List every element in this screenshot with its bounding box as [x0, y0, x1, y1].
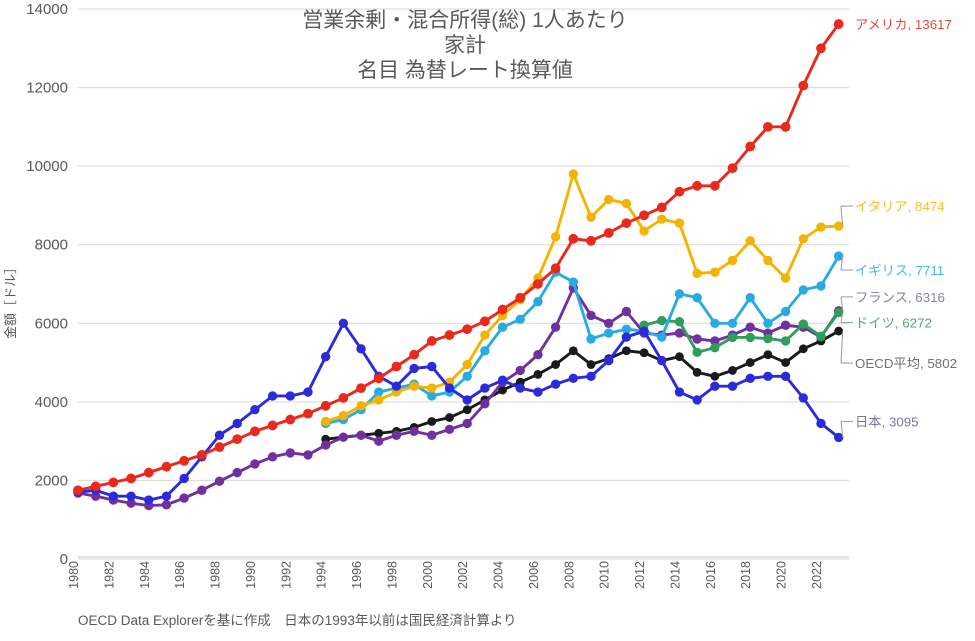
svg-text:1984: 1984: [138, 561, 152, 589]
svg-text:1998: 1998: [385, 561, 399, 589]
svg-text:2002: 2002: [456, 561, 470, 589]
svg-text:日本, 3095: 日本, 3095: [855, 414, 919, 429]
svg-text:1992: 1992: [279, 561, 293, 589]
svg-text:10000: 10000: [26, 158, 68, 175]
svg-text:金額［ドル］: 金額［ドル］: [3, 261, 18, 339]
svg-text:4000: 4000: [35, 394, 68, 411]
svg-text:2020: 2020: [775, 561, 789, 589]
svg-text:営業余剰・混合所得(総) 1人あたり: 営業余剰・混合所得(総) 1人あたり: [302, 9, 628, 32]
svg-text:6000: 6000: [35, 315, 68, 332]
svg-text:2000: 2000: [421, 561, 435, 589]
svg-text:1986: 1986: [173, 561, 187, 589]
svg-text:フランス, 6316: フランス, 6316: [855, 290, 945, 305]
svg-text:イタリア, 8474: イタリア, 8474: [855, 199, 945, 214]
svg-text:1982: 1982: [102, 561, 116, 589]
svg-text:12000: 12000: [26, 80, 68, 97]
svg-text:2000: 2000: [35, 472, 68, 489]
svg-text:2004: 2004: [492, 561, 506, 589]
svg-text:ドイツ, 6272: ドイツ, 6272: [855, 316, 932, 331]
svg-text:1996: 1996: [350, 561, 364, 589]
svg-text:1990: 1990: [244, 561, 258, 589]
svg-text:2008: 2008: [562, 561, 576, 589]
svg-text:1988: 1988: [209, 561, 223, 589]
svg-text:2010: 2010: [598, 561, 612, 589]
svg-text:イギリス, 7711: イギリス, 7711: [855, 263, 944, 278]
svg-text:14000: 14000: [26, 1, 68, 18]
svg-text:8000: 8000: [35, 237, 68, 254]
svg-text:名目 為替レート換算値: 名目 為替レート換算値: [357, 59, 573, 82]
svg-text:2016: 2016: [704, 561, 718, 589]
svg-text:2014: 2014: [668, 561, 682, 589]
svg-text:2022: 2022: [810, 561, 824, 589]
svg-text:OECD Data Explorerを基に作成 日本の199: OECD Data Explorerを基に作成 日本の1993年以前は国民経済計…: [78, 612, 517, 628]
svg-text:家計: 家計: [444, 34, 486, 57]
svg-text:OECD平均, 5802: OECD平均, 5802: [855, 356, 957, 371]
svg-text:1994: 1994: [315, 561, 329, 589]
svg-text:2018: 2018: [739, 561, 753, 589]
svg-text:1980: 1980: [67, 561, 81, 589]
svg-text:2012: 2012: [633, 561, 647, 589]
svg-text:2006: 2006: [527, 561, 541, 589]
svg-text:アメリカ, 13617: アメリカ, 13617: [855, 17, 952, 32]
